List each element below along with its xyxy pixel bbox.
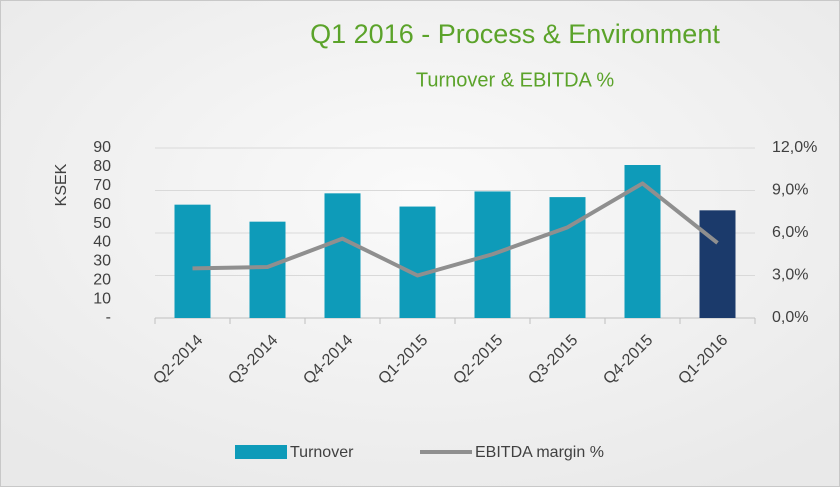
y2-tick-label: 12,0% — [772, 139, 817, 156]
y2-tick-label: 3,0% — [772, 267, 808, 284]
y-tick-label: 60 — [93, 196, 111, 213]
legend-swatch — [235, 445, 287, 459]
y-tick-label: 30 — [93, 253, 111, 270]
bar — [324, 193, 361, 318]
line — [192, 181, 719, 278]
y-tick-label: 50 — [93, 215, 111, 232]
y-tick-label: 20 — [93, 271, 111, 288]
y2-tick-label: 9,0% — [772, 182, 808, 199]
y2-tick-label: 6,0% — [772, 224, 808, 241]
chart-subtitle: Turnover & EBITDA % — [416, 69, 614, 91]
legend-label: Turnover — [290, 444, 354, 461]
bar — [399, 206, 436, 318]
y-tick-label: 10 — [93, 290, 111, 307]
y-axis-label: KSEK — [53, 163, 70, 206]
y-tick-label: 70 — [93, 177, 111, 194]
bar — [699, 210, 736, 318]
y2-tick-label: 0,0% — [772, 309, 808, 326]
y-tick-label: 40 — [93, 234, 111, 251]
bar — [174, 204, 211, 318]
legend-label: EBITDA margin % — [475, 444, 604, 461]
y-tick-label: - — [106, 309, 111, 326]
bar — [624, 165, 661, 318]
chart-title: Q1 2016 - Process & Environment — [310, 19, 720, 49]
bar — [249, 221, 286, 318]
y-tick-label: 80 — [93, 158, 111, 175]
y-tick-label: 90 — [93, 139, 111, 156]
bar — [549, 197, 586, 318]
